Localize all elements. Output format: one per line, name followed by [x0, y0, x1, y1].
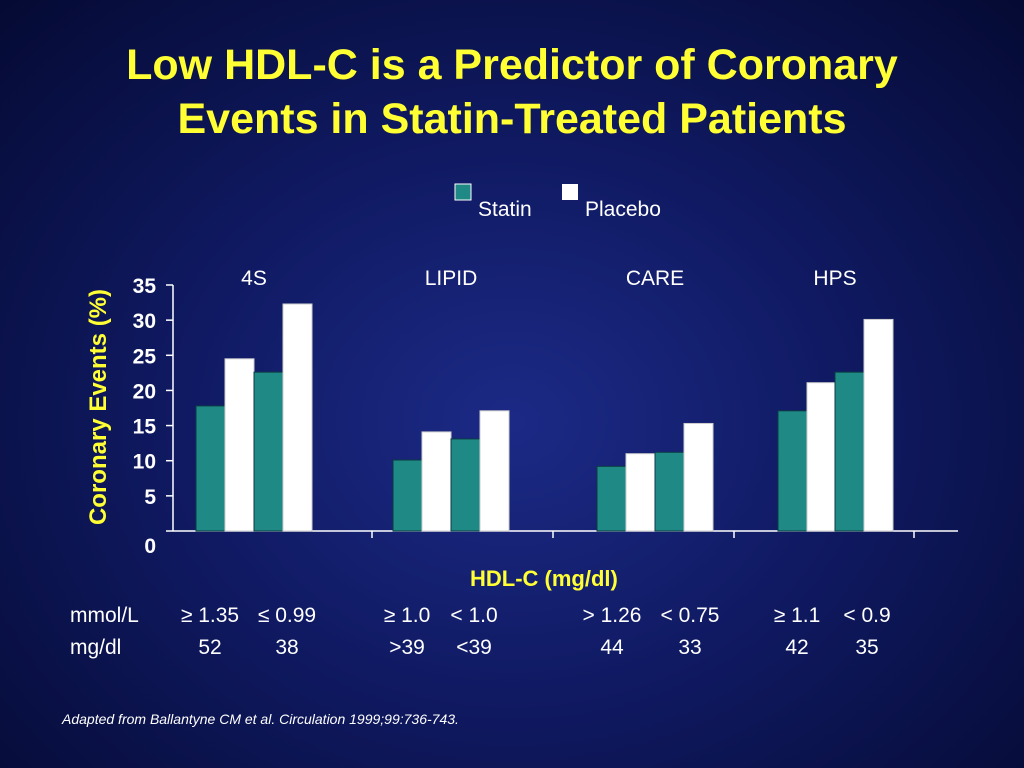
hdl-mmol-4S-1: ≤ 0.99	[257, 604, 317, 627]
legend-label-placebo: Placebo	[585, 198, 661, 221]
y-tick-label-5: 5	[144, 486, 156, 509]
hdl-mmol-CARE-1: < 0.75	[660, 604, 720, 627]
bars	[195, 303, 894, 532]
row-label-mgdl: mg/dl	[70, 636, 122, 659]
bar-placebo-HPS-0	[806, 382, 837, 532]
source-footnote: Adapted from Ballantyne CM et al. Circul…	[62, 711, 459, 727]
slide-title-line-1: Low HDL-C is a Predictor of Coronary	[126, 41, 898, 89]
y-axis: 0 5 10 15 20 25 30 35	[133, 275, 174, 558]
hdl-mmol-LIPID-0: ≥ 1.0	[383, 604, 431, 627]
bar-placebo-CARE-1	[683, 422, 714, 532]
bar-statin-HPS-0	[777, 410, 808, 532]
hdl-mgdl-4S-1: 38	[275, 636, 299, 659]
row-label-mmol: mmol/L	[70, 604, 139, 627]
hdl-mgdl-4S-0: 52	[198, 636, 222, 659]
y-tick-label-25: 25	[133, 345, 157, 368]
bar-statin-4S-1	[253, 371, 284, 532]
y-tick-label-15: 15	[133, 416, 157, 439]
slide-title: Low HDL-C is a Predictor of Coronary Eve…	[0, 38, 1024, 146]
study-label-CARE: CARE	[626, 267, 684, 290]
y-tick-label-20: 20	[133, 380, 156, 403]
legend-swatch-placebo	[562, 184, 578, 200]
bar-statin-LIPID-1	[450, 438, 481, 532]
study-label-4S: 4S	[241, 267, 267, 290]
x-axis-label: HDL-C (mg/dl)	[470, 566, 618, 591]
bar-placebo-HPS-1	[863, 318, 894, 532]
hdl-mmol-LIPID-1: < 1.0	[450, 604, 498, 627]
bar-chart: Statin Placebo 4S LIPID CARE HPS 0 5 10 15 20 25 3…	[85, 183, 958, 558]
y-tick-label-30: 30	[133, 310, 156, 333]
bar-placebo-4S-0	[224, 358, 255, 532]
hdl-mgdl-CARE-1: 33	[678, 636, 702, 659]
y-tick-label-0: 0	[144, 535, 156, 558]
hdl-mmol-CARE-0: > 1.26	[582, 604, 642, 627]
bar-statin-CARE-0	[596, 465, 627, 532]
y-tick-label-10: 10	[133, 451, 156, 474]
bar-statin-4S-0	[195, 405, 226, 532]
bar-placebo-LIPID-0	[421, 431, 452, 532]
legend-swatch-statin	[454, 183, 472, 201]
bar-statin-CARE-1	[654, 451, 685, 532]
bar-statin-HPS-1	[834, 371, 865, 532]
hdl-mgdl-CARE-0: 44	[600, 636, 624, 659]
hdl-mgdl-HPS-1: 35	[855, 636, 879, 659]
hdl-mgdl-LIPID-0: >39	[389, 636, 425, 659]
hdl-mgdl-HPS-0: 42	[785, 636, 809, 659]
study-labels: 4S LIPID CARE HPS	[241, 267, 856, 290]
y-tick-label-35: 35	[133, 275, 157, 298]
y-axis-label: Coronary Events (%)	[85, 289, 112, 525]
hdl-mgdl-LIPID-1: <39	[456, 636, 492, 659]
hdl-mmol-HPS-0: ≥ 1.1	[773, 604, 821, 627]
bar-placebo-4S-1	[282, 303, 313, 532]
slide-title-line-2: Events in Statin-Treated Patients	[177, 95, 847, 143]
x-axis	[173, 530, 958, 538]
hdl-mmol-HPS-1: < 0.9	[843, 604, 891, 627]
study-label-LIPID: LIPID	[425, 267, 478, 290]
bar-placebo-CARE-0	[625, 453, 656, 532]
bar-placebo-LIPID-1	[479, 410, 510, 532]
bar-statin-LIPID-0	[392, 459, 423, 532]
legend-label-statin: Statin	[478, 198, 532, 221]
chart-legend: Statin Placebo	[454, 183, 661, 221]
study-label-HPS: HPS	[813, 267, 856, 290]
hdl-mmol-4S-0: ≥ 1.35	[180, 604, 240, 627]
